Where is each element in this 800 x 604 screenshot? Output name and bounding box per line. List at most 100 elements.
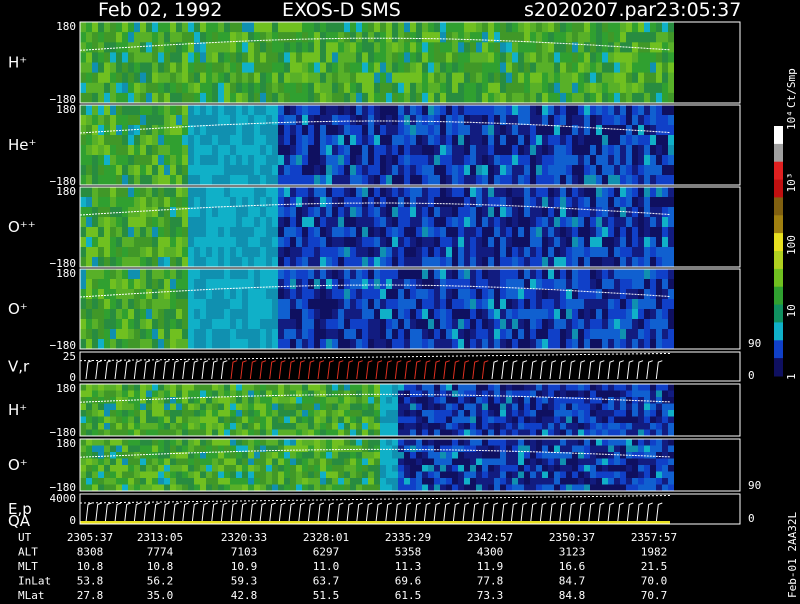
spectrogram-cell: [206, 115, 212, 126]
spectrogram-cell: [170, 165, 176, 176]
table-cell: 2320:33: [221, 531, 267, 544]
spectrogram-cell: [458, 416, 464, 424]
spectrogram-cell: [296, 247, 302, 258]
spectrogram-cell: [182, 484, 188, 492]
spectrogram-cell: [332, 429, 338, 437]
spectrogram-cell: [242, 458, 248, 466]
spectrogram-cell: [440, 92, 446, 104]
spectrogram-cell: [158, 105, 164, 116]
data-spike: [491, 360, 499, 380]
spectrogram-cell: [602, 309, 608, 320]
spectrogram-cell: [500, 465, 506, 472]
spectrogram-cell: [632, 279, 638, 290]
spectrogram-cell: [452, 165, 458, 176]
spectrogram-cell: [440, 52, 446, 63]
spectrogram-cell: [248, 135, 254, 146]
data-spike: [646, 360, 653, 380]
spectrogram-cell: [92, 403, 98, 411]
spectrogram-cell: [92, 471, 98, 479]
spectrogram-cell: [338, 384, 344, 391]
spectrogram-cell: [452, 269, 458, 280]
spectrogram-cell: [374, 403, 380, 411]
spectrogram-cell: [638, 92, 644, 104]
spectrogram-cell: [632, 299, 638, 310]
spectrogram-cell: [326, 329, 332, 340]
spectrogram-cell: [134, 105, 140, 116]
spectrogram-cell: [92, 42, 98, 53]
spectrogram-cell: [650, 329, 656, 340]
spectrogram-cell: [584, 319, 590, 330]
spectrogram-cell: [440, 42, 446, 53]
spectrogram-cell: [218, 410, 224, 417]
spectrogram-cell: [578, 484, 584, 492]
spectrogram-cell: [356, 175, 362, 186]
spectrogram-cell: [470, 105, 476, 116]
spectrogram-cell: [338, 22, 344, 33]
spectrogram-cell: [284, 429, 290, 437]
spectrogram-cell: [656, 439, 662, 446]
plot-panels: 180−180H⁺180−180He⁺180−180O⁺⁺180−180O⁺90…: [8, 20, 761, 530]
spectrogram-cell: [638, 247, 644, 258]
spectrogram-cell: [584, 484, 590, 492]
spectrogram-cell: [638, 197, 644, 208]
spectrogram-cell: [110, 269, 116, 280]
table-cell: 3123: [559, 546, 586, 559]
spectrogram-cell: [308, 384, 314, 391]
spectrogram-cell: [410, 289, 416, 300]
spectrogram-cell: [398, 227, 404, 238]
spectrogram-cell: [80, 410, 86, 417]
spectrogram-cell: [362, 319, 368, 330]
spectrogram-cell: [308, 247, 314, 258]
spectrogram-cell: [650, 155, 656, 166]
spectrogram-cell: [608, 289, 614, 300]
spectrogram-cell: [662, 279, 668, 290]
spectrogram-cell: [494, 237, 500, 248]
spectrogram-cell: [536, 207, 542, 218]
spectrogram-cell: [260, 52, 266, 63]
spectrogram-cell: [320, 72, 326, 84]
spectrogram-cell: [494, 135, 500, 146]
spectrogram-cell: [614, 52, 620, 63]
spectrogram-cell: [512, 471, 518, 479]
spectrogram-cell: [614, 309, 620, 320]
spectrogram-cell: [518, 339, 524, 350]
spectrogram-cell: [134, 439, 140, 446]
spectrogram-cell: [416, 247, 422, 258]
spectrogram-cell: [308, 423, 314, 430]
spectrogram-cell: [266, 384, 272, 391]
spectrogram-cell: [338, 452, 344, 459]
spectrogram-cell: [482, 227, 488, 238]
spectrogram-cell: [596, 397, 602, 404]
spectrogram-cell: [254, 458, 260, 466]
spectrogram-cell: [338, 309, 344, 320]
spectrogram-cell: [116, 416, 122, 424]
spectrogram-cell: [128, 471, 134, 479]
spectrogram-cell: [296, 32, 302, 43]
spectrogram-cell: [170, 52, 176, 63]
spectrogram-cell: [266, 247, 272, 258]
spectrogram-cell: [662, 82, 668, 94]
spectrogram-cell: [278, 458, 284, 466]
spectrogram-cell: [122, 217, 128, 228]
spectrogram-cell: [542, 445, 548, 453]
spectrogram-cell: [416, 410, 422, 417]
spectrogram-cell: [272, 125, 278, 136]
spectrogram-cell: [356, 187, 362, 198]
spectrogram-cell: [530, 217, 536, 228]
spectrogram-cell: [116, 247, 122, 258]
spectrogram-cell: [278, 410, 284, 417]
spectrogram-cell: [230, 62, 236, 74]
spectrogram-cell: [542, 72, 548, 84]
spectrogram-cell: [482, 115, 488, 126]
spectrogram-cell: [182, 439, 188, 446]
spectrogram-cell: [170, 384, 176, 391]
spectrogram-cell: [668, 42, 674, 53]
spectrogram-cell: [578, 458, 584, 466]
spectrogram-cell: [146, 62, 152, 74]
spectrogram-cell: [650, 247, 656, 258]
spectrogram-cell: [434, 339, 440, 350]
spectrogram-cell: [248, 52, 254, 63]
spectrogram-cell: [230, 329, 236, 340]
spectrogram-cell: [218, 384, 224, 391]
spectrogram-cell: [212, 279, 218, 290]
